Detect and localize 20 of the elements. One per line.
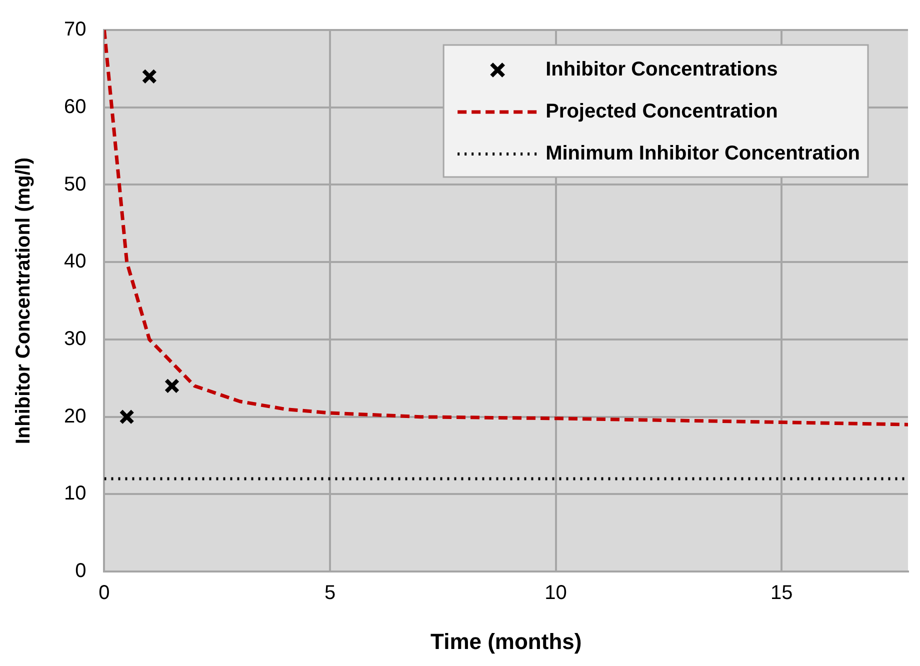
point xyxy=(142,68,158,84)
x-tick-label: 0 xyxy=(98,582,110,604)
y-tick-label: 30 xyxy=(64,328,86,350)
x-tick-label: 5 xyxy=(324,582,336,604)
legend-label: Inhibitor Concentrations xyxy=(546,58,778,81)
legend-label: Projected Concentration xyxy=(546,100,778,123)
point xyxy=(164,378,180,394)
y-tick-label: 60 xyxy=(64,96,86,118)
x-tick-label: 10 xyxy=(544,582,567,604)
y-tick-label: 70 xyxy=(64,18,86,41)
legend-label: Minimum Inhibitor Concentration xyxy=(546,142,860,165)
x-axis-title: Time (months) xyxy=(430,628,582,654)
y-tick-label: 50 xyxy=(64,173,86,196)
y-axis-title: Inhibitor Concentrationl (mg/l) xyxy=(12,157,35,444)
y-tick-label: 40 xyxy=(64,250,86,273)
y-tick-label: 10 xyxy=(64,482,86,505)
x-tick-label: 15 xyxy=(770,582,793,604)
y-tick-label: 0 xyxy=(75,560,86,582)
point xyxy=(119,409,134,425)
y-tick-label: 20 xyxy=(64,405,86,428)
